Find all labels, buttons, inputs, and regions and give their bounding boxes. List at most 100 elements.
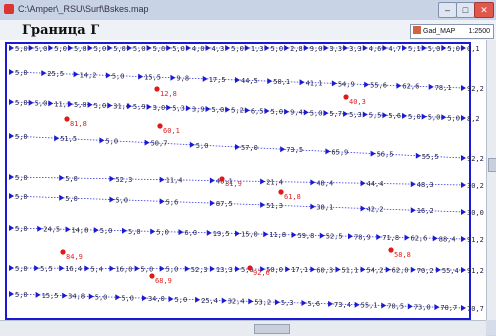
point-label: 42,2 xyxy=(367,205,384,213)
point-label: 5,0 xyxy=(15,174,28,182)
point-label: 14,8 xyxy=(72,226,89,234)
survey-point-marker xyxy=(323,110,329,117)
highlighted-point-label: 68,9 xyxy=(155,277,172,285)
survey-point-marker xyxy=(360,266,366,273)
point-label: 65,9 xyxy=(331,148,348,156)
survey-point-marker xyxy=(109,265,115,272)
point-label: 11,4 xyxy=(166,177,183,185)
survey-point-marker xyxy=(59,194,65,201)
map-drawing[interactable]: 5,0 5,0 5,0 5,0 5,0 5,0 5,0 5,0 5,0 4,0 4,3 5,0 1,3 5… xyxy=(0,40,486,320)
survey-point-marker xyxy=(9,45,14,51)
scale-selector[interactable]: Gad_MAP 1:2500 xyxy=(410,24,494,39)
page-title: Граница Г xyxy=(22,23,100,38)
point-label: 92,2 xyxy=(467,155,484,163)
point-label: 73,5 xyxy=(286,146,303,154)
survey-point-marker xyxy=(404,234,410,241)
point-label: 5,0 xyxy=(428,45,441,53)
survey-point-marker xyxy=(244,45,250,51)
maximize-button[interactable]: □ xyxy=(456,2,475,18)
point-label: 59,8 xyxy=(298,232,315,240)
scroll-corner xyxy=(486,320,496,335)
survey-point-marker xyxy=(382,45,388,51)
survey-point-marker xyxy=(170,74,176,81)
survey-point-marker xyxy=(41,70,47,77)
point-label: 5,3 xyxy=(349,111,362,119)
point-label: 3,0 xyxy=(153,104,166,112)
survey-point-marker xyxy=(385,266,391,273)
survey-point-marker xyxy=(144,139,150,146)
point-label: 5,7 xyxy=(329,110,342,118)
survey-point-marker xyxy=(87,45,93,51)
point-label: 5,0 xyxy=(15,225,28,233)
point-label: 5,0 xyxy=(166,266,179,274)
survey-point-marker xyxy=(328,300,334,307)
vertical-scrollbar[interactable] xyxy=(486,40,496,320)
survey-point-marker xyxy=(323,45,329,51)
survey-point-marker xyxy=(280,146,286,153)
survey-point-marker xyxy=(235,144,240,150)
point-label: 5,0 xyxy=(115,197,128,205)
survey-point-marker xyxy=(248,298,254,305)
point-label: 3,3 xyxy=(349,45,362,53)
point-label: 32,4 xyxy=(228,298,245,306)
point-label: 5,0 xyxy=(141,266,154,274)
survey-point-marker xyxy=(159,198,165,205)
highlighted-point xyxy=(154,86,160,92)
survey-point-marker xyxy=(461,209,466,215)
survey-point-marker xyxy=(402,112,408,119)
scale-value: 1:2500 xyxy=(468,28,490,35)
highlighted-point xyxy=(219,176,225,182)
survey-point-marker xyxy=(9,291,14,297)
survey-point-marker xyxy=(274,299,280,306)
map-header xyxy=(0,20,496,40)
survey-point-marker xyxy=(407,303,413,310)
point-label: 5,0 xyxy=(100,227,113,235)
point-label: 30,0 xyxy=(467,209,484,217)
survey-point-marker xyxy=(285,266,291,273)
highlighted-point xyxy=(247,265,253,271)
close-button[interactable]: ✕ xyxy=(474,2,494,18)
survey-point-marker xyxy=(263,231,269,238)
survey-point-marker xyxy=(291,231,297,238)
profile-line xyxy=(11,101,465,119)
survey-point-marker xyxy=(360,205,366,212)
survey-point-marker xyxy=(209,265,215,272)
map-canvas[interactable]: 5,0 5,0 5,0 5,0 5,0 5,0 5,0 5,0 5,0 4,0 4,3 5,0 1,3 5… xyxy=(0,40,486,320)
survey-point-marker xyxy=(225,45,231,51)
survey-point-marker xyxy=(146,45,152,51)
survey-point-marker xyxy=(364,81,370,88)
survey-point-marker xyxy=(244,107,250,114)
survey-point-marker xyxy=(221,297,227,304)
survey-point-marker xyxy=(9,174,14,180)
survey-point-marker xyxy=(34,265,40,272)
point-label: 5,0 xyxy=(15,291,28,299)
survey-point-marker xyxy=(159,176,165,183)
survey-point-marker xyxy=(48,100,54,107)
point-label: 52,3 xyxy=(115,176,132,184)
vertical-scroll-thumb[interactable] xyxy=(488,158,496,172)
survey-point-marker xyxy=(166,45,172,51)
point-label: 5,6 xyxy=(166,198,179,206)
survey-point-marker xyxy=(264,108,270,115)
point-label: 31,4 xyxy=(113,102,130,110)
survey-point-marker xyxy=(331,80,337,87)
survey-point-marker xyxy=(126,103,132,110)
survey-point-marker xyxy=(9,225,14,231)
point-label: 5,0 xyxy=(270,45,283,53)
survey-point-marker xyxy=(184,265,190,272)
survey-point-marker xyxy=(65,226,71,233)
survey-point-marker xyxy=(264,45,270,51)
point-label: 1,3 xyxy=(251,45,264,53)
horizontal-scrollbar[interactable] xyxy=(0,320,486,336)
minimize-button[interactable]: – xyxy=(438,2,457,18)
title-bar[interactable]: C:\Amper\_RSU\Surf\Bskes.map – □ ✕ xyxy=(0,0,496,21)
survey-point-marker xyxy=(260,178,266,185)
survey-point-marker xyxy=(310,203,316,210)
survey-point-marker xyxy=(67,45,73,51)
point-label: 5,0 xyxy=(35,100,48,108)
point-label: 5,0 xyxy=(408,113,421,121)
survey-point-marker xyxy=(410,266,416,273)
horizontal-scroll-thumb[interactable] xyxy=(254,324,290,334)
point-label: 92,2 xyxy=(467,85,484,93)
